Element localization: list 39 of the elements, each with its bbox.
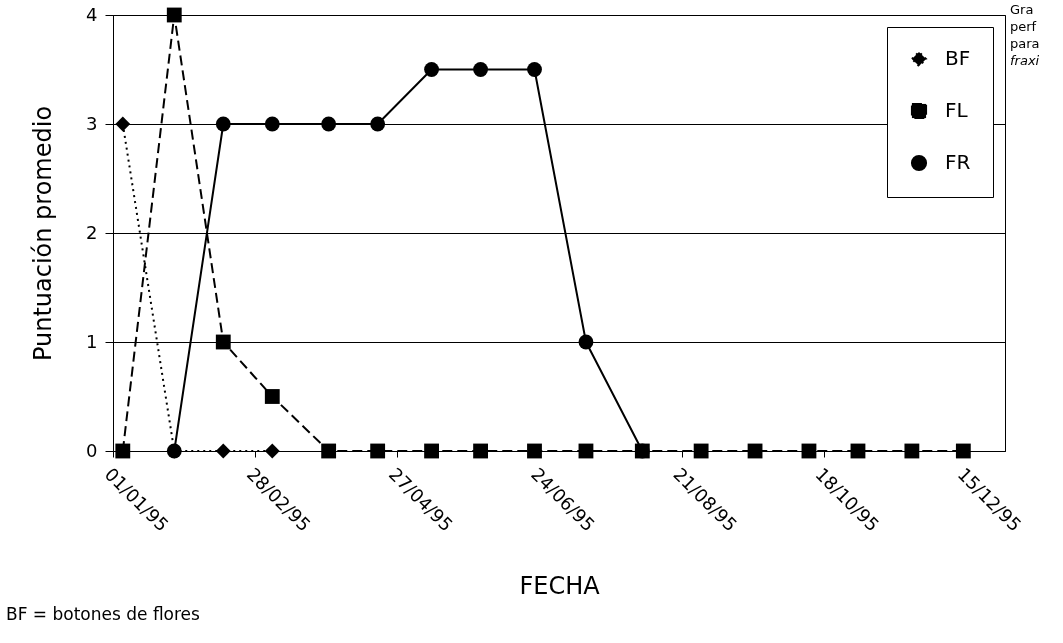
point bbox=[904, 443, 920, 459]
point bbox=[166, 7, 182, 23]
legend-label: BF bbox=[945, 46, 971, 70]
point bbox=[321, 443, 337, 459]
y-tick-label: 1 bbox=[86, 330, 98, 352]
y-tick-label: 0 bbox=[86, 439, 98, 461]
point bbox=[578, 334, 594, 350]
y-tick-label: 3 bbox=[86, 112, 98, 134]
point bbox=[473, 62, 488, 77]
text: fraxi bbox=[1010, 53, 1040, 68]
point bbox=[115, 443, 131, 459]
text: perf bbox=[1010, 19, 1037, 34]
point bbox=[527, 443, 542, 459]
point bbox=[264, 116, 280, 132]
point bbox=[473, 443, 488, 459]
x-axis-title: FECHA bbox=[519, 572, 601, 601]
point bbox=[321, 116, 337, 132]
legend-label: FL bbox=[945, 98, 969, 122]
point bbox=[527, 62, 542, 77]
point bbox=[955, 443, 971, 459]
legend-label: FR bbox=[945, 150, 971, 174]
point bbox=[424, 443, 439, 459]
text: para bbox=[1010, 36, 1040, 51]
point bbox=[264, 389, 280, 404]
text: BF = botones de flores bbox=[6, 604, 200, 624]
text: Gra bbox=[1010, 2, 1034, 17]
point bbox=[370, 443, 386, 459]
point bbox=[215, 443, 231, 459]
point bbox=[115, 116, 131, 132]
y-tick-label: 4 bbox=[86, 3, 98, 25]
point bbox=[693, 443, 709, 459]
point bbox=[166, 443, 182, 459]
point bbox=[264, 443, 280, 459]
point bbox=[215, 116, 231, 132]
point bbox=[424, 62, 439, 77]
y-tick-label: 2 bbox=[86, 221, 98, 243]
point bbox=[215, 334, 231, 350]
point bbox=[370, 116, 386, 132]
y-axis-title: Puntuación promedio bbox=[29, 105, 58, 362]
